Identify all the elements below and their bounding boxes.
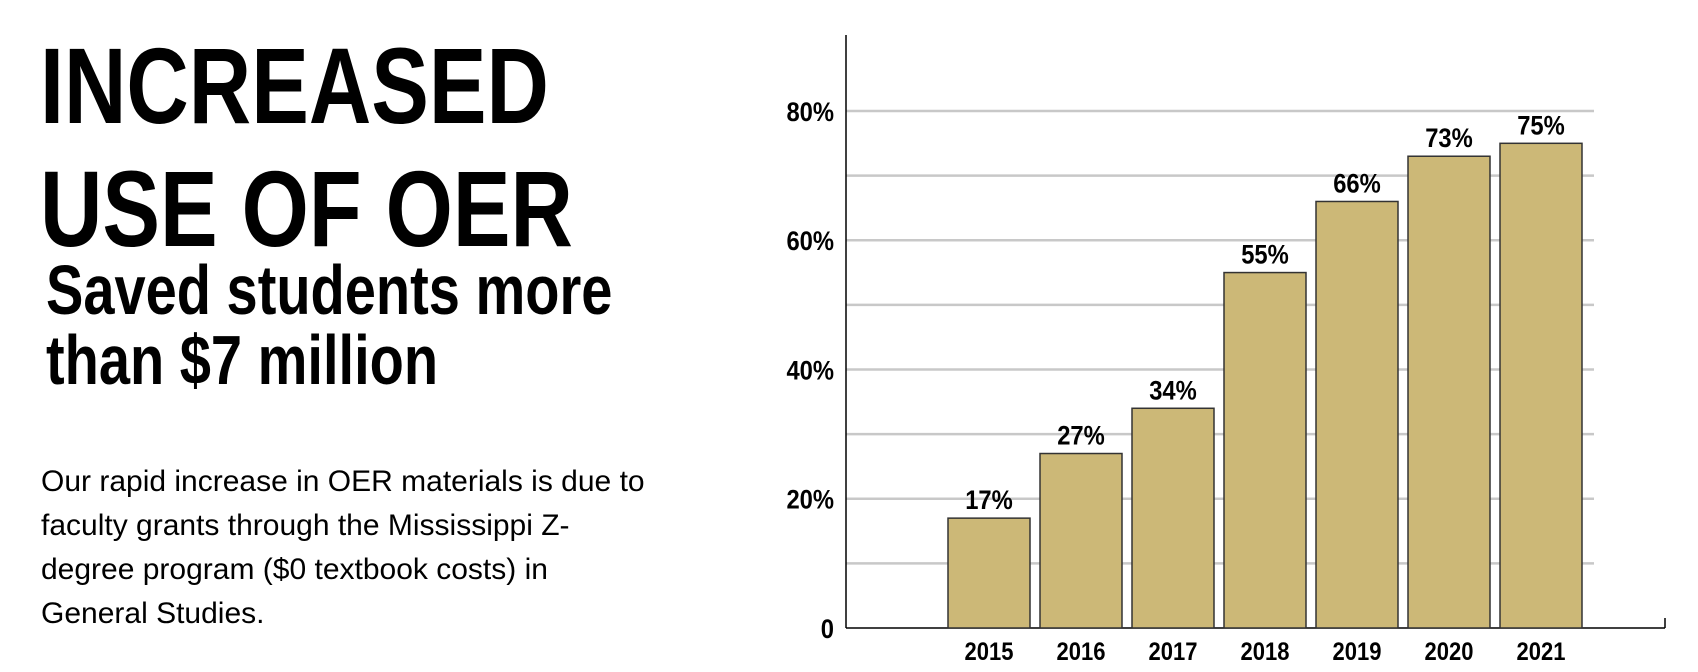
x-tick-label: 2015 [965, 638, 1014, 666]
y-tick-label: 40% [786, 356, 834, 386]
subheadline-line-2: than $7 million [46, 321, 439, 399]
data-label: 73% [1425, 124, 1473, 154]
x-tick-label: 2021 [1517, 638, 1566, 666]
bar-2018 [1223, 271, 1307, 629]
bar-2019 [1315, 200, 1399, 629]
y-tick-label: 20% [786, 485, 834, 515]
y-tick-label: 80% [786, 98, 834, 128]
bar-2017 [1131, 407, 1215, 629]
bar-2020 [1407, 155, 1491, 629]
x-tick-label: 2019 [1333, 638, 1382, 666]
y-tick-label: 60% [786, 227, 834, 257]
data-label: 17% [965, 486, 1013, 516]
body-text: Our rapid increase in OER materials is d… [41, 465, 645, 630]
x-tick-label: 2020 [1425, 638, 1474, 666]
x-tick-label: 2017 [1149, 638, 1198, 666]
x-tick-label: 2016 [1057, 638, 1106, 666]
data-label: 34% [1149, 376, 1197, 406]
data-label: 55% [1241, 240, 1289, 270]
data-label: 66% [1333, 169, 1381, 199]
data-label: 27% [1057, 421, 1105, 451]
headline-line-1: INCREASED [40, 25, 549, 146]
bar-2016 [1039, 452, 1123, 629]
y-tick-label: 0 [821, 615, 834, 645]
subheadline-line-1: Saved students more [46, 251, 613, 329]
data-label: 75% [1517, 111, 1565, 141]
headline-line-2: USE OF OER [40, 148, 573, 269]
bar-2015 [947, 517, 1031, 629]
bar-2021 [1499, 142, 1583, 629]
x-tick-label: 2018 [1241, 638, 1290, 666]
